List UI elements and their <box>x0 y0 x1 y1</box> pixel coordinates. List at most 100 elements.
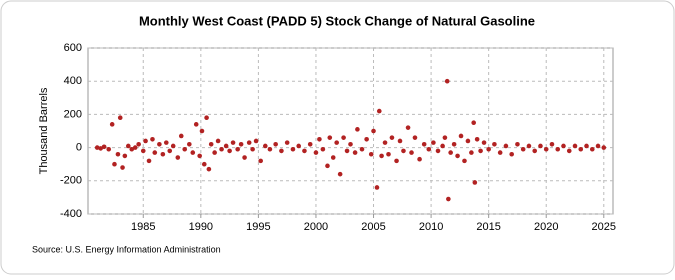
point <box>143 138 148 144</box>
point <box>201 161 207 167</box>
x-tick-label: 2000 <box>304 221 328 233</box>
point <box>215 138 221 144</box>
point <box>469 150 474 155</box>
point <box>431 140 436 145</box>
point <box>359 146 365 152</box>
point <box>325 163 330 169</box>
x-tick-label: 1985 <box>131 221 155 233</box>
point <box>129 146 135 152</box>
point <box>474 137 480 142</box>
point <box>455 153 460 159</box>
point <box>448 150 453 155</box>
point <box>382 140 388 145</box>
point <box>330 155 336 160</box>
point <box>279 148 284 154</box>
point <box>109 122 115 127</box>
point <box>478 148 483 154</box>
point <box>253 138 259 144</box>
point <box>371 128 376 134</box>
point <box>401 148 406 154</box>
point <box>223 143 229 149</box>
point <box>389 135 395 140</box>
point <box>140 148 146 154</box>
point <box>374 185 380 190</box>
point <box>595 143 601 149</box>
point <box>208 141 214 147</box>
point <box>327 135 333 140</box>
point <box>230 140 236 145</box>
point <box>435 148 441 154</box>
point <box>115 151 121 157</box>
point <box>409 150 414 155</box>
point <box>386 151 391 157</box>
chart-title: Monthly West Coast (PADD 5) Stock Change… <box>139 13 535 28</box>
point <box>290 146 296 152</box>
point <box>125 143 131 149</box>
point <box>538 143 543 149</box>
point <box>412 135 418 140</box>
point <box>317 137 322 142</box>
point <box>589 146 595 152</box>
x-tick-label: 2005 <box>361 221 385 233</box>
point <box>273 141 278 147</box>
point <box>520 146 526 152</box>
point <box>584 143 589 149</box>
point <box>348 141 353 147</box>
point <box>117 115 123 121</box>
point <box>417 156 422 162</box>
point <box>446 196 451 202</box>
point <box>394 158 399 164</box>
point <box>199 128 205 134</box>
point <box>132 145 138 150</box>
point <box>462 158 467 164</box>
x-tick-label: 2015 <box>476 221 500 233</box>
point <box>120 165 125 170</box>
point <box>284 140 290 145</box>
point <box>442 135 448 140</box>
point <box>238 141 244 147</box>
point <box>197 153 202 159</box>
point <box>235 146 240 152</box>
point <box>112 161 117 167</box>
point <box>376 108 382 114</box>
point <box>555 146 561 152</box>
point <box>458 133 464 139</box>
point <box>451 141 457 147</box>
point <box>146 158 152 164</box>
point <box>566 148 572 154</box>
point <box>178 133 184 139</box>
point <box>344 148 350 154</box>
point <box>242 155 247 160</box>
point <box>206 166 212 172</box>
point <box>526 143 532 149</box>
point <box>170 143 176 149</box>
point <box>193 122 199 127</box>
point <box>465 138 471 144</box>
point <box>136 141 141 147</box>
point <box>549 141 555 147</box>
point <box>94 145 100 150</box>
point <box>337 171 343 177</box>
y-tick-label: -400 <box>60 208 82 220</box>
x-tick-label: 1990 <box>189 221 213 233</box>
point <box>296 143 301 149</box>
point <box>267 146 273 152</box>
point <box>601 145 607 150</box>
point <box>250 146 255 152</box>
point <box>212 150 217 155</box>
point <box>379 153 384 159</box>
point <box>150 137 155 142</box>
point <box>444 78 450 84</box>
point <box>160 151 166 157</box>
point <box>368 151 374 157</box>
point <box>307 141 313 147</box>
point <box>122 153 128 159</box>
point <box>509 151 514 157</box>
point <box>364 137 369 142</box>
point <box>486 146 491 152</box>
point <box>421 141 427 147</box>
point <box>190 150 196 155</box>
point <box>219 146 224 152</box>
y-tick-label: 400 <box>64 75 82 87</box>
